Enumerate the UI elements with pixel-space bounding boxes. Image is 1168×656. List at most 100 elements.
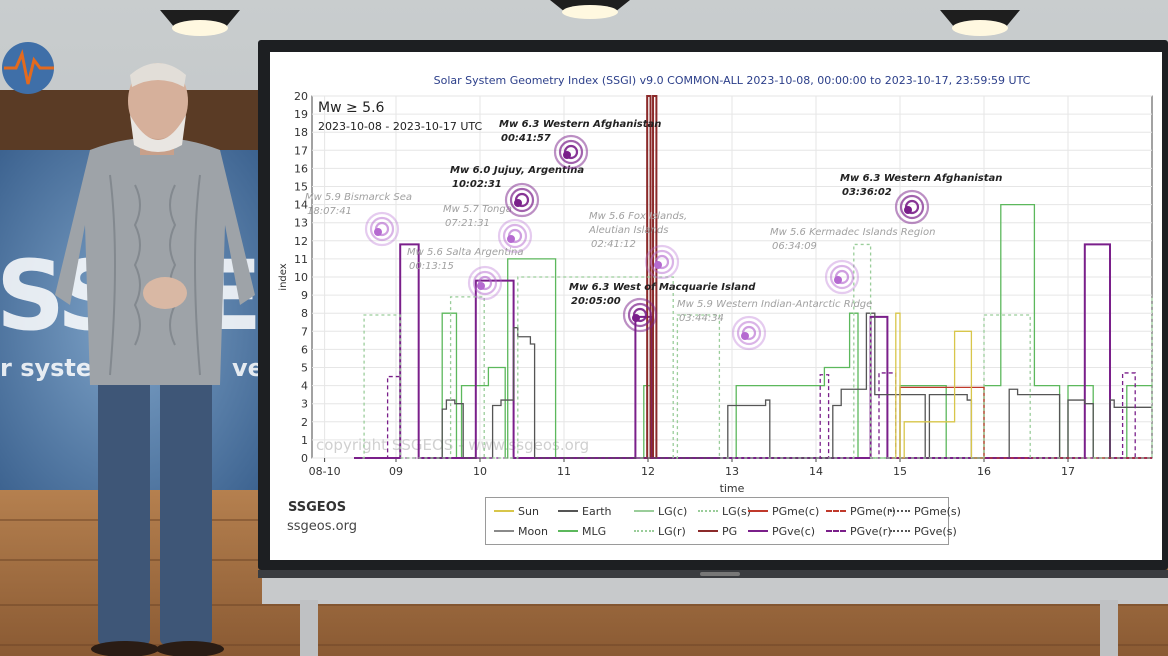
- legend-item: PGve(r): [826, 524, 892, 538]
- legend-label: Moon: [518, 524, 548, 538]
- globe-logo-icon: [2, 42, 54, 94]
- quake-marker: [507, 235, 515, 243]
- series-line-sun: [891, 312, 984, 459]
- chart-watermark: copyright SSGEOS - www.ssgeos.org: [316, 436, 589, 454]
- y-tick-label: 2: [301, 416, 308, 429]
- legend-item: LG(r): [634, 524, 686, 538]
- legend-label: Sun: [518, 504, 539, 518]
- quake-marker-ring: [736, 320, 762, 346]
- quake-label: Mw 5.9 Bismarck Sea: [305, 192, 412, 203]
- y-tick-label: 3: [301, 398, 308, 411]
- legend-label: LG(c): [658, 504, 688, 518]
- legend-item: PGve(c): [748, 524, 815, 538]
- quake-time: 03:44:34: [679, 313, 724, 324]
- tv-brand-logo: [700, 572, 740, 576]
- ceiling-lamp-icon: [940, 10, 1020, 36]
- quake-label: Mw 6.0 Jujuy, Argentina: [450, 165, 584, 176]
- y-tick-label: 17: [294, 144, 308, 157]
- legend-swatch: [558, 530, 578, 532]
- y-tick-label: 5: [301, 362, 308, 375]
- quake-marker-ring: [731, 315, 767, 351]
- y-tick-label: 11: [294, 253, 308, 266]
- legend-swatch: [634, 510, 654, 512]
- legend-item: LG(c): [634, 504, 687, 518]
- y-tick-label: 7: [301, 325, 308, 338]
- presenter-figure: [55, 63, 255, 656]
- quake-time: 06:34:09: [772, 241, 817, 252]
- legend-swatch: [494, 530, 514, 532]
- quake-marker: [514, 199, 522, 207]
- legend-swatch: [698, 510, 718, 512]
- ssgi-chart: Solar System Geometry Index (SSGI) v9.0 …: [278, 74, 1153, 495]
- legend-item: Earth: [558, 504, 612, 518]
- chart-title: Solar System Geometry Index (SSGI) v9.0 …: [434, 74, 1031, 87]
- quake-label: Mw 5.7 Tonga: [443, 204, 512, 215]
- quake-label: Aleutian Islands: [588, 225, 668, 236]
- legend-item: LG(s): [698, 504, 751, 518]
- y-tick-label: 12: [294, 235, 308, 248]
- quake-marker-ring: [502, 223, 528, 249]
- x-tick-label: 09: [389, 465, 403, 478]
- quake-marker-ring: [364, 211, 400, 247]
- legend-item: PGve(s): [890, 524, 957, 538]
- y-tick-label: 0: [301, 452, 308, 465]
- quake-marker-ring: [509, 187, 535, 213]
- legend-label: PGme(r): [850, 504, 896, 518]
- quake-marker-ring: [558, 139, 584, 165]
- legend-label: MLG: [582, 524, 607, 538]
- y-tick-label: 18: [294, 126, 308, 139]
- quake-marker-ring: [894, 189, 930, 225]
- quake-time: 00:13:15: [409, 261, 454, 272]
- quake-marker-ring: [369, 216, 395, 242]
- legend-swatch: [826, 530, 846, 532]
- legend-label: PGme(c): [772, 504, 820, 518]
- legend-item: Moon: [494, 524, 548, 538]
- legend-item: PGme(r): [826, 504, 896, 518]
- y-tick-label: 19: [294, 108, 308, 121]
- quake-marker: [374, 228, 382, 236]
- quake-marker-ring: [899, 194, 925, 220]
- quake-marker: [563, 151, 571, 159]
- quake-marker-ring: [497, 218, 533, 254]
- y-tick-label: 6: [301, 343, 308, 356]
- series-line-mlg: [433, 203, 1152, 459]
- quake-time: 00:41:57: [501, 133, 551, 144]
- legend-label: LG(r): [658, 524, 686, 538]
- legend-swatch: [826, 510, 846, 512]
- quake-label: Mw 6.3 Western Afghanistan: [499, 119, 661, 130]
- x-tick-label: 11: [557, 465, 571, 478]
- chart-legend: Sun Earth LG(c) LG(s) PGme(c) PGme(r) PGme(s) M…: [485, 497, 961, 545]
- quake-marker: [632, 314, 640, 322]
- y-tick-label: 14: [294, 199, 308, 212]
- legend-swatch: [494, 510, 514, 512]
- quake-label: Mw 5.6 Fox Islands,: [589, 211, 687, 222]
- quake-marker: [477, 282, 485, 290]
- legend-label: PGme(s): [914, 504, 961, 518]
- series-line-pg: [643, 95, 658, 459]
- y-tick-label: 9: [301, 289, 308, 302]
- legend-item: PGme(c): [748, 504, 819, 518]
- panel-sublabel: 2023-10-08 - 2023-10-17 UTC: [318, 120, 482, 133]
- quake-marker-ring: [824, 259, 860, 295]
- panel-label: Mw ≥ 5.6: [318, 100, 385, 116]
- legend-label: PG: [722, 524, 738, 538]
- quake-marker: [654, 261, 662, 269]
- x-tick-label: 12: [641, 465, 655, 478]
- legend-label: Earth: [582, 504, 612, 518]
- legend-swatch: [558, 510, 578, 512]
- legend-swatch: [634, 530, 654, 532]
- ceiling-lamp-icon: [160, 10, 240, 36]
- quake-time: 18:07:41: [307, 206, 352, 217]
- legend-item: PGme(s): [890, 504, 961, 518]
- legend-label: PGve(s): [914, 524, 957, 538]
- legend-swatch: [748, 530, 768, 532]
- y-tick-label: 1: [301, 434, 308, 447]
- quake-marker-ring: [644, 244, 680, 280]
- quake-time: 03:36:02: [842, 187, 892, 198]
- x-tick-label: 17: [1061, 465, 1075, 478]
- y-tick-label: 15: [294, 181, 308, 194]
- legend-swatch: [748, 510, 768, 512]
- quake-marker-ring: [627, 302, 653, 328]
- legend-swatch: [890, 510, 910, 512]
